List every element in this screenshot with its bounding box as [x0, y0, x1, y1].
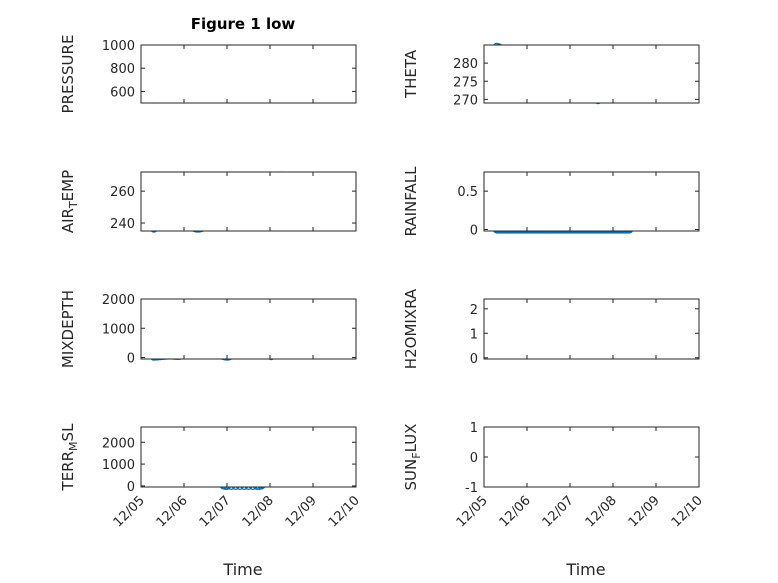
- y-tick-label: 2000: [102, 436, 135, 451]
- y-tick-label: 0: [127, 480, 135, 495]
- chart-title: Figure 1 low: [191, 15, 296, 33]
- y-tick-label: 1000: [102, 458, 135, 473]
- y-axis-label: PRESSURE: [59, 35, 77, 114]
- y-tick-label: 1000: [102, 39, 135, 54]
- y-tick-label: 260: [110, 185, 135, 200]
- x-axis-label-right: Time: [565, 560, 605, 579]
- y-axis-label: H2OMIXRA: [402, 288, 420, 369]
- y-axis-label: TERRMSL: [59, 423, 80, 492]
- y-tick-label: 0: [127, 352, 135, 367]
- y-tick-label: 275: [453, 75, 478, 90]
- subplot-mixdepth: 0 1000 2000 MIXDEPTH: [59, 290, 357, 368]
- axes-frame: [140, 298, 357, 360]
- y-axis-label: MIXDEPTH: [59, 290, 77, 368]
- y-tick-label: 600: [110, 85, 135, 100]
- y-tick-label: 280: [453, 57, 478, 72]
- subplot-h2omixra: 0 1 2 H2OMIXRA: [402, 288, 700, 369]
- axes-frame: [483, 298, 700, 360]
- y-axis-label: SUNFLUX: [402, 424, 423, 491]
- y-tick-label: 1000: [102, 322, 135, 337]
- subplot-theta: 270 275 280 THETA: [402, 42, 700, 108]
- axes-frame: [483, 171, 700, 232]
- y-tick-label: 0.5: [457, 185, 478, 200]
- y-tick-label: 270: [453, 93, 478, 108]
- y-axis-label: RAINFALL: [402, 166, 420, 237]
- axes-frame: [140, 44, 357, 104]
- subplot-airtemp: 240 260 AIRTEMP: [59, 170, 357, 233]
- axes-frame: [140, 426, 357, 488]
- y-tick-label: 1: [470, 421, 478, 436]
- subplot-rainfall: 0 0.5 RAINFALL: [402, 166, 700, 238]
- y-axis-label: THETA: [402, 49, 420, 99]
- y-axis-label: AIRTEMP: [59, 170, 80, 233]
- y-tick-label: 0: [470, 451, 478, 466]
- x-axis-label-left: Time: [222, 560, 262, 579]
- subplot-pressure: 600 800 1000 PRESSURE: [59, 35, 357, 114]
- axes-frame: [483, 44, 700, 104]
- y-tick-label: 0: [470, 223, 478, 238]
- y-tick-label: 1: [470, 327, 478, 342]
- y-tick-label: 800: [110, 62, 135, 77]
- axes-frame: [483, 426, 700, 488]
- y-tick-label: -1: [465, 481, 478, 496]
- y-tick-label: 2000: [102, 293, 135, 308]
- y-tick-label: 240: [110, 217, 135, 232]
- y-tick-label: 2: [470, 303, 478, 318]
- axes-frame: [140, 171, 357, 232]
- y-tick-label: 0: [470, 352, 478, 367]
